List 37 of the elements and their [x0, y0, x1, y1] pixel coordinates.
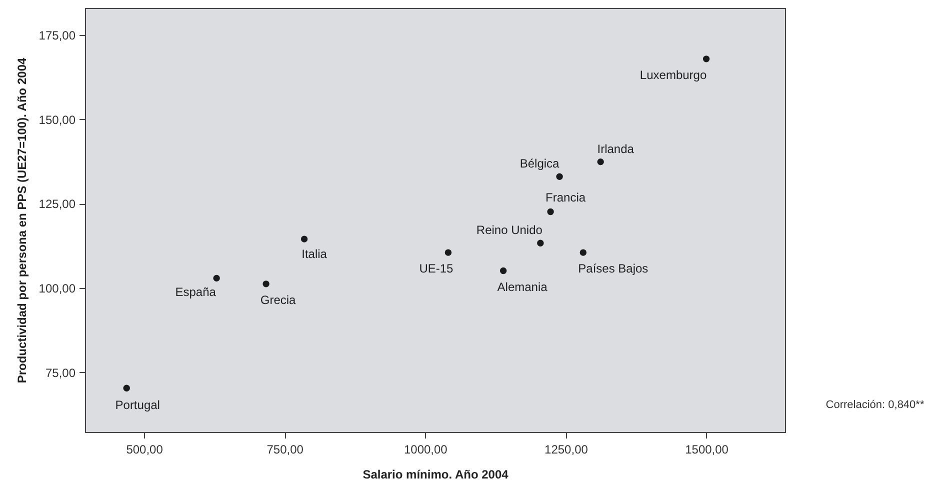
y-tick-label: 125,00	[38, 197, 76, 212]
annotation: Reino Unido	[476, 223, 543, 238]
x-tick-label: 1000,00	[404, 442, 448, 456]
x-tick-label: 1250,00	[544, 442, 588, 456]
point	[547, 208, 554, 216]
annotation: Francia	[546, 190, 586, 205]
annotation: UE-15	[419, 262, 454, 276]
annotation: Países Bajos	[578, 262, 648, 276]
annotation: Grecia	[260, 292, 296, 307]
point	[556, 173, 563, 180]
point	[300, 236, 308, 242]
annotation: Luxemburgo	[640, 68, 707, 82]
annotation: Alemania	[497, 280, 548, 294]
annotation: España	[175, 285, 216, 300]
point	[123, 384, 130, 392]
y-tick-label: 150,00	[38, 112, 76, 127]
x-axis-title: Salario mínimo. Año 2004	[362, 468, 509, 482]
y-tick-label: 100,00	[38, 281, 76, 296]
point	[262, 280, 270, 288]
y-tick-label: 75,00	[45, 366, 76, 380]
annotation: Italia	[302, 247, 328, 262]
y-axis-title: Productividad por persona en PPS (UE27=100). Año 2004	[14, 58, 29, 384]
point	[597, 158, 604, 166]
point	[213, 274, 220, 282]
text: Correlación: 0,840**	[826, 399, 925, 411]
point	[444, 249, 452, 256]
annotation: Portugal	[115, 398, 160, 412]
x-tick-label: 750,00	[266, 442, 304, 456]
point	[580, 249, 587, 256]
y-tick-label: 175,00	[38, 28, 76, 42]
x-tick-label: 500,00	[126, 442, 164, 456]
annotation: Bélgica	[520, 156, 560, 171]
point	[500, 267, 507, 274]
point	[702, 56, 710, 62]
x-tick-label: 1500,00	[685, 442, 729, 456]
annotation: Irlanda	[597, 142, 634, 156]
point	[537, 240, 544, 246]
